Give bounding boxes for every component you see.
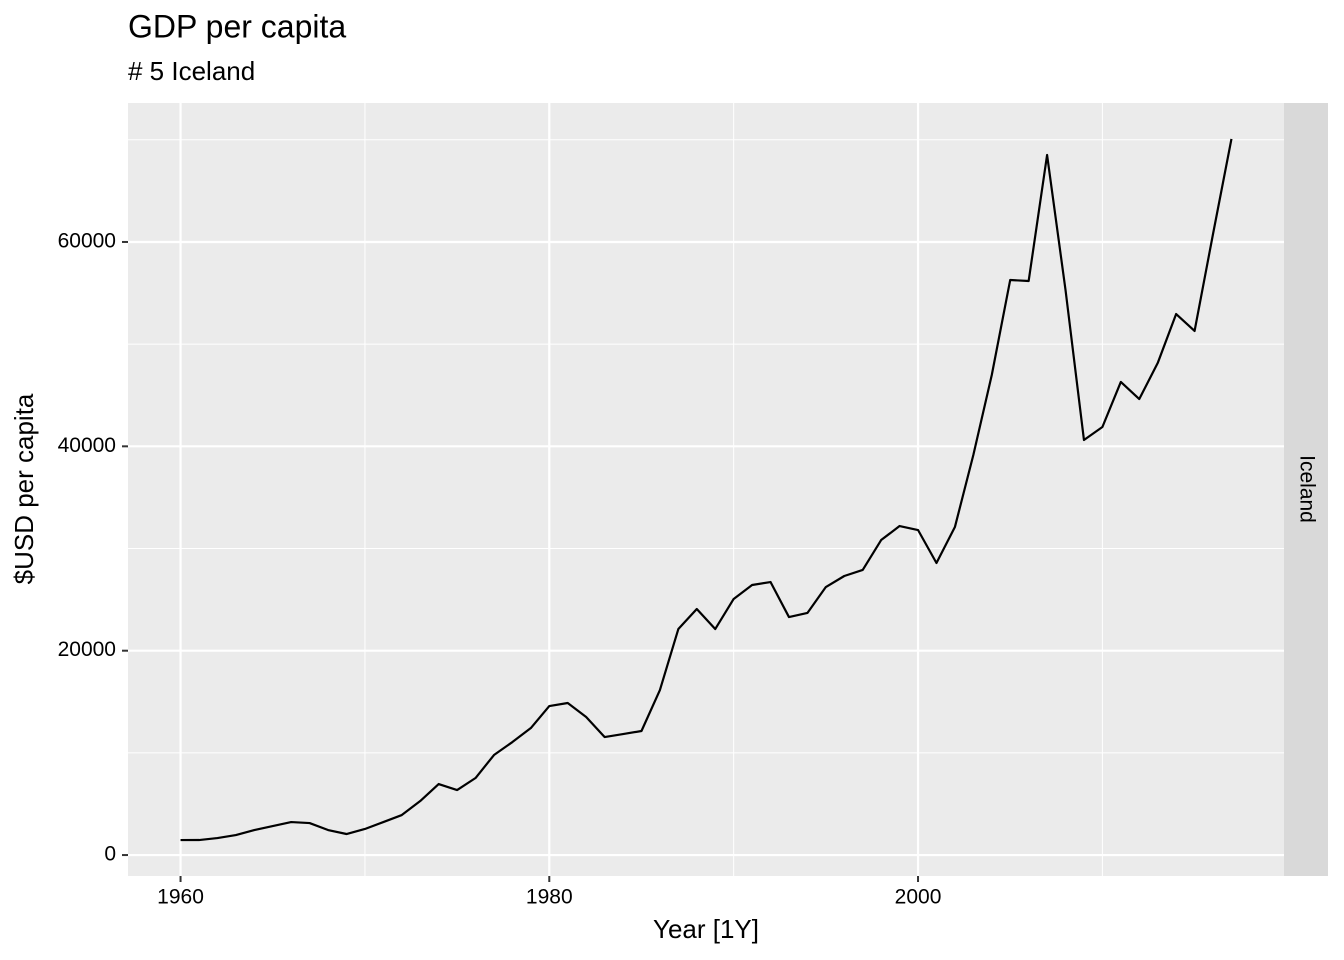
x-axis-label: Year [1Y] — [653, 914, 759, 944]
chart-title: GDP per capita — [128, 8, 346, 44]
line — [180, 138, 1233, 842]
x-tick-label: 2000 — [895, 886, 942, 909]
y-axis-label: $USD per capita — [9, 393, 39, 584]
facet-label: Iceland — [1295, 455, 1318, 523]
panel — [128, 103, 1284, 876]
facet-strip — [1284, 103, 1328, 876]
y-tick-label: 0 — [104, 843, 116, 866]
x-tick-label: 1980 — [526, 886, 573, 909]
y-tick-label: 20000 — [58, 638, 116, 661]
chart-subtitle: # 5 Iceland — [128, 56, 255, 86]
y-tick-label: 40000 — [58, 434, 116, 457]
y-tick-label: 60000 — [58, 230, 116, 253]
x-tick-label: 1960 — [157, 886, 204, 909]
